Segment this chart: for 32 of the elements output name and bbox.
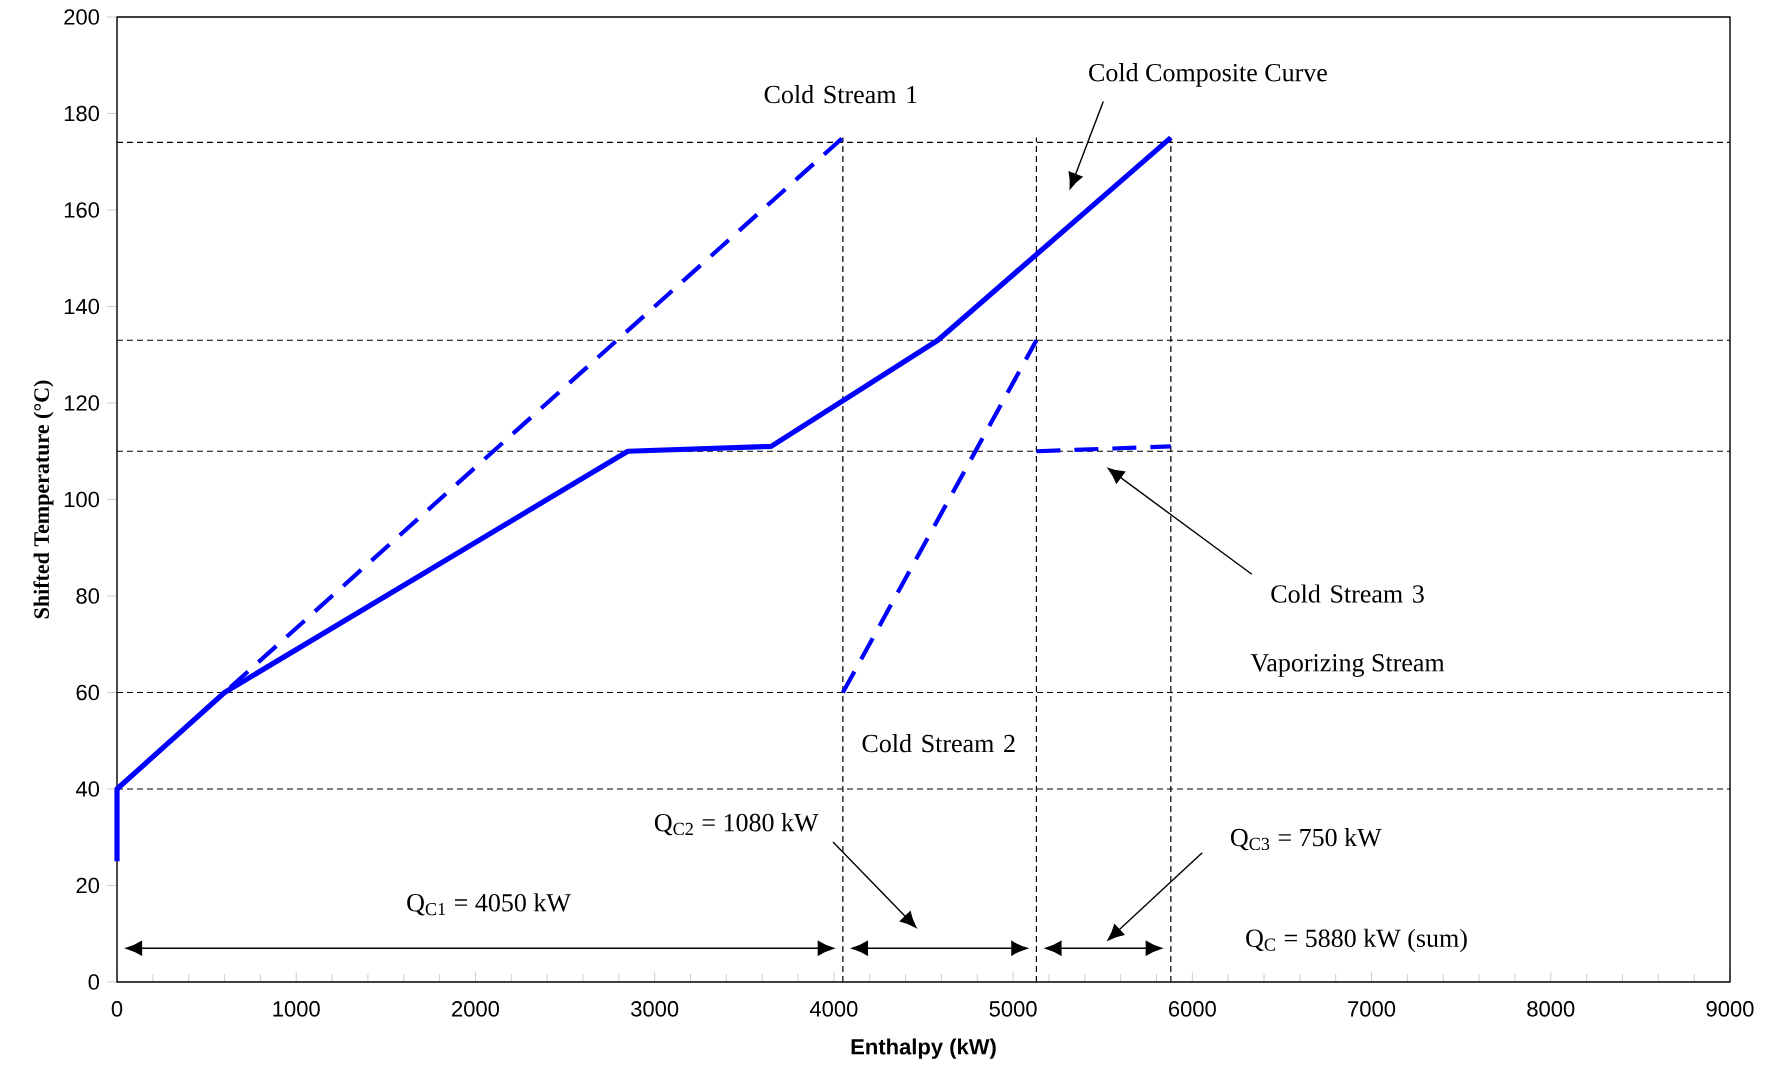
annotation: Cold Stream 3 bbox=[1271, 584, 1424, 603]
x-tick-label: 3000 bbox=[631, 1001, 679, 1017]
y-tick-label: 20 bbox=[76, 877, 100, 894]
x-tick-label: 9000 bbox=[1706, 1001, 1754, 1017]
annotation: Vaporizing Stream bbox=[1250, 654, 1445, 677]
y-axis-title: Shifted Temperature (°C) bbox=[33, 380, 54, 619]
x-tick-label: 8000 bbox=[1527, 1001, 1575, 1017]
annotation: Q$_{C2}$ = 1080 kW bbox=[654, 813, 819, 836]
x-axis-title: Enthalpy (kW) bbox=[851, 1038, 996, 1059]
y-tick-label: 180 bbox=[64, 105, 100, 122]
annotation: Q$_{C}$ = 5880 kW (sum) bbox=[1246, 928, 1467, 953]
y-tick-label: 80 bbox=[76, 588, 100, 604]
x-tick-label: 7000 bbox=[1348, 1001, 1396, 1017]
y-tick-label: 100 bbox=[64, 491, 100, 508]
annotation: Q$_{C1}$ = 4050 kW bbox=[407, 893, 571, 916]
x-tick-label: 4000 bbox=[809, 1001, 858, 1017]
annotation: Cold Stream 1 bbox=[764, 85, 917, 104]
annotation: Cold Stream 2 bbox=[862, 734, 1015, 753]
annotation: Q$_{C3}$ = 750 kW bbox=[1230, 828, 1382, 851]
x-tick-label: 6000 bbox=[1169, 1001, 1216, 1017]
y-tick-label: 40 bbox=[75, 781, 100, 797]
y-tick-label: 160 bbox=[64, 202, 100, 218]
x-tick-label: 5000 bbox=[989, 1001, 1037, 1017]
y-tick-label: 200 bbox=[64, 9, 100, 25]
y-tick-label: 120 bbox=[64, 395, 100, 411]
x-tick-label: 1000 bbox=[273, 1001, 320, 1017]
x-tick-label: 2000 bbox=[452, 1001, 500, 1017]
annotation: Cold Composite Curve bbox=[1089, 63, 1327, 87]
y-tick-label: 140 bbox=[64, 298, 100, 315]
y-tick-label: 60 bbox=[76, 684, 100, 701]
x-tick-label: 0 bbox=[111, 1001, 123, 1017]
y-tick-label: 0 bbox=[88, 974, 100, 990]
